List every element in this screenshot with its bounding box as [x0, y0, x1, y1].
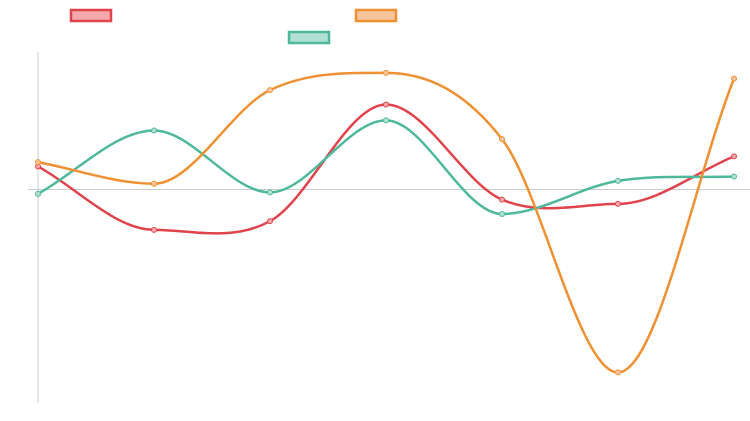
series-2-point-6[interactable]: [615, 177, 621, 184]
axes: [28, 52, 750, 403]
legend: [69, 8, 398, 45]
series-3: [35, 69, 737, 376]
series-1-point-3[interactable]: [267, 218, 273, 225]
series-3-point-2[interactable]: [151, 180, 157, 187]
series-1-point-4[interactable]: [383, 101, 389, 108]
series-2-point-2[interactable]: [151, 127, 157, 134]
series-3-point-4[interactable]: [383, 69, 389, 76]
legend-swatch-series-1[interactable]: [69, 8, 113, 23]
series-1-line: [37, 103, 735, 235]
series-3-point-6[interactable]: [615, 369, 621, 376]
series-group: [35, 69, 737, 376]
legend-swatch-series-2[interactable]: [287, 30, 331, 45]
series-2-point-7[interactable]: [731, 173, 737, 180]
series-2-point-5[interactable]: [499, 210, 505, 217]
series-1-point-5[interactable]: [499, 196, 505, 203]
series-3-point-7[interactable]: [731, 75, 737, 82]
series-2-point-1[interactable]: [35, 190, 41, 197]
series-1-point-6[interactable]: [615, 200, 621, 207]
series-3-point-3[interactable]: [267, 87, 273, 94]
legend-swatch-series-3[interactable]: [354, 8, 398, 23]
series-1: [35, 101, 737, 235]
series-1-point-2[interactable]: [151, 226, 157, 233]
series-2-point-3[interactable]: [267, 189, 273, 196]
series-3-line: [37, 71, 736, 374]
series-1-point-7[interactable]: [731, 153, 737, 160]
series-2-point-4[interactable]: [383, 117, 389, 124]
series-3-point-1[interactable]: [35, 159, 41, 166]
series-2-line: [37, 119, 735, 216]
series-2: [35, 117, 737, 217]
series-3-point-5[interactable]: [499, 136, 505, 143]
